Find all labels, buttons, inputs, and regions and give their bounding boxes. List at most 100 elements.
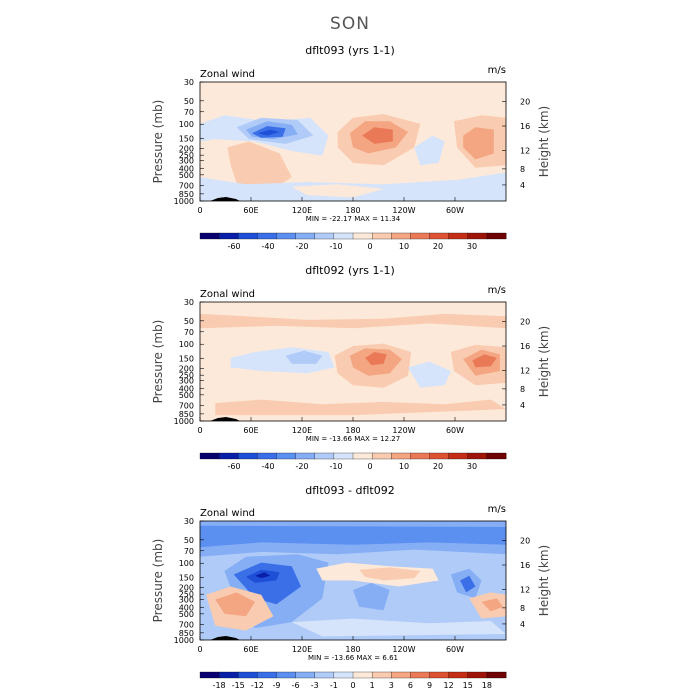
colorbar-swatch: [371, 232, 392, 240]
colorbar-tick-label: 15: [463, 681, 473, 690]
pressure-tick-label: 1000: [174, 636, 194, 645]
colorbar-tick-label: -18: [213, 681, 226, 690]
pressure-tick-label: 150: [179, 355, 194, 364]
longitude-tick-label: 60E: [243, 645, 258, 654]
height-tick-label: 16: [520, 122, 530, 131]
colorbar-tick-label: 0: [350, 681, 355, 690]
colorbar-swatch: [486, 671, 507, 679]
pressure-tick-label: 150: [179, 574, 194, 583]
colorbar-swatch: [352, 232, 373, 240]
pressure-tick-label: 700: [179, 402, 194, 411]
colorbar-tick-label: -40: [261, 242, 274, 251]
contour-region: [463, 127, 494, 160]
colorbar-swatch: [276, 452, 297, 460]
height-tick-label: 20: [520, 98, 530, 107]
colorbar-swatch: [238, 452, 258, 460]
colorbar-swatch: [371, 452, 392, 460]
min-max-stats: MIN = -22.17 MAX = 11.34: [306, 215, 401, 223]
pressure-tick-label: 500: [179, 171, 194, 180]
colorbar-swatch: [448, 671, 469, 679]
colorbar-swatch: [218, 452, 239, 460]
pressure-tick-label: 100: [179, 559, 194, 568]
longitude-tick-label: 120E: [292, 206, 312, 215]
colorbar-tick-label: 10: [399, 462, 409, 471]
longitude-tick-label: 120W: [392, 426, 415, 435]
pressure-tick-label: 70: [184, 108, 194, 117]
contour-region: [365, 352, 387, 366]
topography-mask: [210, 636, 240, 640]
longitude-tick-label: 0: [197, 645, 202, 654]
contour-region: [353, 582, 390, 611]
colorbar-swatch: [391, 452, 411, 460]
colorbar-swatch: [410, 671, 430, 679]
pressure-tick-label: 250: [179, 371, 194, 380]
colorbar-swatch: [218, 671, 239, 679]
pressure-tick-label: 100: [179, 340, 194, 349]
min-max-stats: MIN = -13.66 MAX = 12.27: [306, 435, 400, 443]
colorbar-tick-label: -40: [261, 462, 274, 471]
longitude-tick-label: 60W: [446, 206, 464, 215]
colorbar-tick-label: -10: [329, 242, 342, 251]
longitude-tick-label: 0: [197, 426, 202, 435]
colorbar-swatch: [314, 671, 335, 679]
pressure-tick-label: 250: [179, 151, 194, 160]
colorbar-swatch: [391, 671, 411, 679]
colorbar-swatch: [333, 671, 354, 679]
pressure-tick-label: 70: [184, 328, 194, 337]
pressure-tick-label: 300: [179, 596, 194, 605]
min-max-stats: MIN = -13.66 MAX = 6.61: [308, 654, 398, 662]
colorbar-swatch: [276, 232, 297, 240]
longitude-tick-label: 60E: [243, 206, 258, 215]
height-tick-label: 20: [520, 318, 530, 327]
colorbar-tick-label: 30: [467, 242, 477, 251]
colorbar-swatch: [276, 671, 297, 679]
colorbar-swatch: [333, 232, 354, 240]
y-axis-left-title: Pressure (mb): [151, 320, 165, 404]
colorbar-swatch: [199, 452, 220, 460]
units-label: m/s: [488, 504, 506, 515]
colorbar-swatch: [199, 232, 220, 240]
colorbar-tick-label: -20: [295, 462, 308, 471]
contour-region: [359, 567, 421, 581]
colorbar-swatch: [218, 232, 239, 240]
colorbar-swatch: [238, 232, 258, 240]
colorbar-swatch: [448, 232, 469, 240]
variable-label: Zonal wind: [200, 69, 255, 80]
contour-region: [414, 135, 445, 166]
colorbar-tick-label: 0: [367, 462, 372, 471]
contour-region: [258, 129, 280, 136]
panel-3: [199, 520, 507, 679]
contour-region: [200, 525, 506, 548]
pressure-tick-label: 400: [179, 384, 194, 393]
topography-mask: [210, 197, 240, 201]
colorbar-tick-label: -3: [311, 681, 319, 690]
colorbar-tick-label: -15: [232, 681, 245, 690]
colorbar-swatch: [486, 452, 507, 460]
colorbar-swatch: [391, 232, 411, 240]
colorbar-tick-label: 10: [399, 242, 409, 251]
colorbar-swatch: [429, 452, 450, 460]
colorbar-tick-label: 12: [444, 681, 454, 690]
colorbar-tick-label: 20: [433, 462, 443, 471]
colorbar-swatch: [295, 232, 316, 240]
pressure-tick-label: 400: [179, 164, 194, 173]
y-axis-right-title: Height (km): [537, 545, 551, 616]
pressure-tick-label: 250: [179, 590, 194, 599]
colorbar-tick-label: -6: [292, 681, 300, 690]
colorbar-tick-label: 30: [467, 462, 477, 471]
pressure-tick-label: 50: [184, 536, 194, 545]
contour-region: [285, 350, 323, 364]
colorbar-swatch: [333, 452, 354, 460]
colorbar-swatch: [467, 452, 488, 460]
pressure-tick-label: 100: [179, 120, 194, 129]
colorbar-tick-label: -20: [295, 242, 308, 251]
contour-region: [291, 184, 384, 198]
units-label: m/s: [488, 65, 506, 76]
topography-mask: [210, 417, 240, 421]
colorbar-swatch: [448, 452, 469, 460]
pressure-tick-label: 200: [179, 145, 194, 154]
panel-2: [199, 301, 507, 460]
longitude-tick-label: 60W: [446, 645, 464, 654]
pressure-tick-label: 1000: [174, 417, 194, 426]
